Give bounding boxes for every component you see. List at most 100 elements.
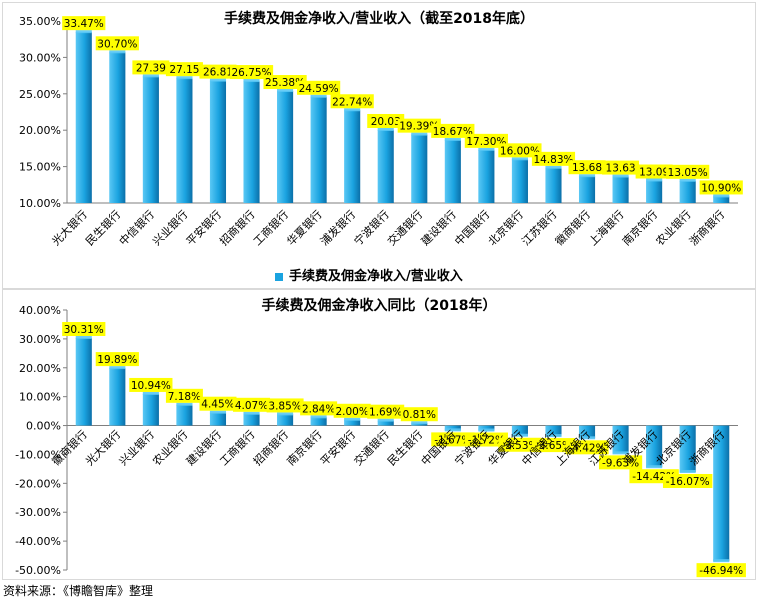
bar-cap [344,108,361,112]
data-label-bg [464,432,508,447]
data-label: 4.07% [235,400,268,412]
data-label: 19.39% [399,121,439,133]
bar [444,425,461,431]
x-tick-label: 招商银行 [217,207,258,248]
bar-cap [578,436,596,440]
data-label: 10.94% [131,380,171,392]
data-label: 13.05% [668,167,708,179]
bar-cap [713,194,730,198]
bar [243,413,260,426]
x-tick-label: 江苏银行 [519,207,560,248]
data-label-bg [565,440,609,455]
data-label-bg [367,404,405,419]
x-tick-label: 光大银行 [49,207,90,248]
x-tick-label: 北京银行 [485,207,526,248]
bar [411,134,428,203]
bar [75,337,92,426]
bar-cap [478,147,495,151]
bar [142,76,159,203]
bar-cap [277,412,294,416]
data-label-bg [464,133,508,148]
data-label-bg [62,16,106,31]
y-tick-label: -50.00% [15,564,61,577]
fee-growth-bar-chart: 40.00% 30.00% 20.00% 10.00% 0.00% -10.00% -20.… [15,304,746,578]
data-label: -3.53% [501,440,538,452]
x-tick-label: 招商银行 [250,427,291,468]
x-tick-label: 浦发银行 [317,207,358,248]
bar [511,425,528,436]
x-tick-label: 宁波银行 [351,207,392,248]
bar-cap [310,415,327,419]
bar-cap [377,127,394,131]
bar [679,425,696,472]
data-label-bg [165,62,203,77]
data-label: 30.31% [64,324,104,336]
data-label: 16.00% [500,145,540,157]
data-label: 2.00% [335,406,368,418]
y-tick-label: -10.00% [15,448,61,461]
bar [109,52,126,203]
data-label: 13.68 [572,162,602,174]
data-label: -1.72% [468,435,505,447]
bar-cap [109,366,126,370]
data-label-bg [400,407,438,422]
bar [109,368,126,426]
y-tick-label: 35.00% [19,15,61,28]
data-label: 7.18% [168,391,201,403]
x-tick-label: 工商银行 [217,427,258,468]
x-tick-label: 南京银行 [619,207,660,248]
data-label: 1.69% [369,407,402,419]
y-tick-label: 40.00% [19,304,61,317]
data-label: 17.30% [466,136,506,148]
data-label-bg [431,432,475,447]
data-label-bg [300,401,338,416]
x-tick-label: 建设银行 [418,207,459,248]
bar-cap [679,178,696,182]
x-tick-label: 浙商银行 [686,207,727,248]
data-label-bg [699,180,743,195]
x-tick-label: 兴业银行 [150,207,191,248]
y-tick-label: 30.00% [19,333,61,346]
data-label-bg [598,455,643,470]
data-label: 30.70% [97,38,137,50]
data-label: 4.45% [201,399,234,411]
bar-cap [310,94,327,98]
bar [545,425,562,437]
data-label: -46.94% [699,565,743,577]
data-label: 27.15 [169,64,199,76]
data-label-bg [229,65,274,80]
bar-cap [646,178,663,182]
bar-cap [243,79,260,83]
source-note: 资料来源：《博瞻智库》整理 [3,584,154,598]
x-tick-label: 华夏银行 [284,207,325,248]
data-label-bg [95,352,139,367]
bar-cap [209,410,227,414]
bar-cap [75,30,92,34]
data-label-bg [266,398,304,413]
bar [411,423,428,426]
bar-cap [511,157,528,161]
data-label: -16.07% [666,476,710,488]
bar [75,32,92,203]
bar [444,139,461,203]
data-label-bg [129,377,173,392]
data-label-bg [62,321,106,336]
y-tick-label: 10.00% [19,197,61,210]
bar [243,81,260,203]
y-tick-label: -20.00% [15,477,61,490]
chart-panel-fee-ratio: 手续费及佣金净收入/营业收入（截至2018年底） 35.00% 30.00% 25.… [2,2,756,289]
data-label: -9.63% [602,457,639,469]
data-label-bg [165,388,203,403]
bar-cap [646,465,663,469]
x-tick-label: 平安银行 [317,427,358,468]
data-label-bg [199,396,237,411]
data-label: 24.59% [299,83,339,95]
chart-title: 手续费及佣金净收入同比（2018年） [261,298,497,314]
x-tick-label: 中信银行 [116,207,157,248]
bar [511,159,528,203]
y-tick-label: 30.00% [19,51,61,64]
bar [209,80,227,203]
chart-panel-fee-growth: 手续费及佣金净收入同比（2018年） 40.00% 30.00% 20.00% 10.… [2,289,756,580]
bar-cap [411,132,428,136]
bar [713,425,730,562]
